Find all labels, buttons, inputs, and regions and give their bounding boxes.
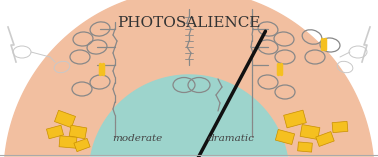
Text: moderate: moderate	[112, 134, 162, 143]
Bar	[46, 125, 64, 139]
Bar	[59, 136, 77, 148]
Polygon shape	[89, 75, 289, 157]
Bar	[316, 132, 334, 146]
Bar	[297, 142, 312, 152]
Bar	[300, 125, 320, 139]
Text: dramatic: dramatic	[208, 134, 254, 143]
Polygon shape	[4, 0, 374, 157]
Bar	[54, 110, 76, 128]
Bar	[275, 130, 294, 144]
Bar	[332, 121, 348, 133]
Bar	[284, 110, 306, 128]
Bar	[69, 125, 87, 139]
Text: PHOTOSALIENCE: PHOTOSALIENCE	[117, 16, 261, 30]
Bar	[74, 138, 90, 152]
